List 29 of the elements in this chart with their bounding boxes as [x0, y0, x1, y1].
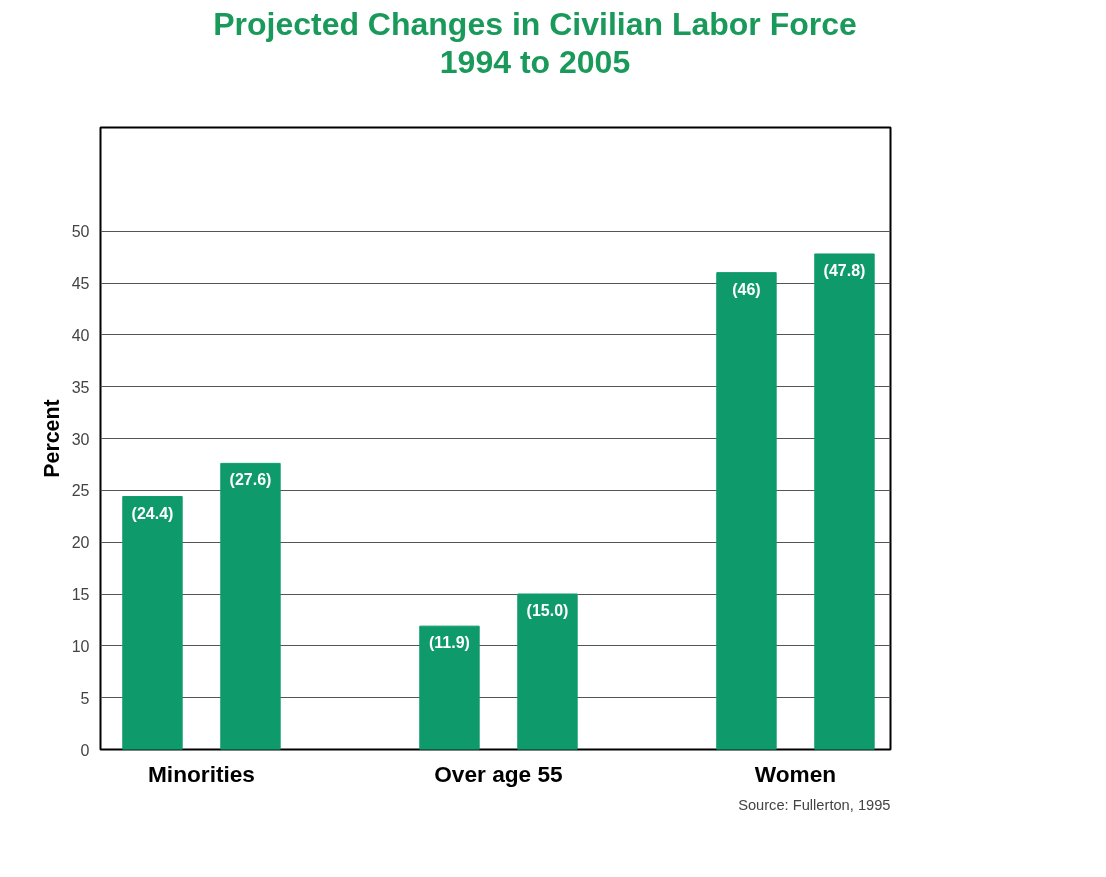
y-tick-label: 20 — [71, 533, 90, 551]
data-label: (24.4) — [131, 504, 174, 522]
y-tick-label: 0 — [80, 741, 90, 759]
x-tick-label: Over age 55 — [434, 760, 563, 787]
bar — [220, 462, 281, 750]
x-tick-label: Minorities — [147, 760, 255, 787]
bar — [814, 253, 875, 750]
data-label: (46) — [732, 280, 761, 298]
data-label: (27.6) — [229, 471, 272, 489]
y-tick-label: 30 — [71, 430, 90, 448]
bar — [122, 495, 183, 750]
y-tick-label: 35 — [71, 378, 90, 396]
data-label: (15.0) — [526, 601, 569, 619]
data-label: (11.9) — [429, 633, 470, 651]
y-tick-label: 25 — [71, 482, 90, 500]
y-tick-label: 40 — [71, 326, 90, 344]
bar — [517, 593, 578, 750]
data-label: (47.8) — [823, 261, 866, 279]
bar — [716, 271, 777, 750]
y-tick-label: 5 — [80, 689, 90, 707]
y-tick-label: 15 — [71, 585, 90, 603]
y-axis-title: Percent — [39, 399, 64, 478]
y-tick-label: 50 — [71, 222, 90, 240]
y-tick-label: 45 — [71, 274, 90, 292]
source-note: Source: Fullerton, 1995 — [738, 796, 891, 813]
bar — [419, 625, 480, 750]
chart-title: Projected Changes in Civilian Labor Force 1994 to 2005 — [213, 5, 857, 82]
y-tick-label: 10 — [71, 637, 90, 655]
x-tick-label: Women — [754, 760, 837, 787]
